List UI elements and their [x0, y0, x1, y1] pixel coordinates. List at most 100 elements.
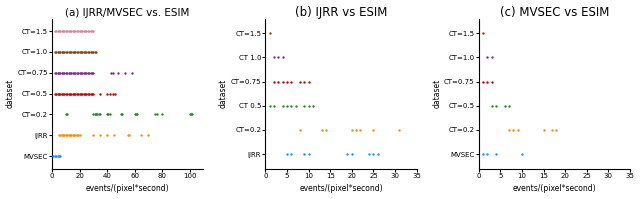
Point	[83, 92, 93, 95]
Point	[482, 56, 492, 59]
Point	[273, 56, 284, 59]
Point	[109, 134, 119, 137]
Point	[364, 153, 374, 156]
Point	[85, 29, 95, 33]
Point	[63, 71, 74, 74]
Point	[65, 50, 75, 54]
Point	[61, 50, 71, 54]
Point	[54, 29, 64, 33]
Point	[55, 29, 65, 33]
Point	[67, 92, 77, 95]
Point	[81, 92, 92, 95]
Point	[278, 56, 288, 59]
Point	[50, 155, 60, 158]
Point	[48, 155, 58, 158]
Point	[67, 50, 77, 54]
Point	[88, 71, 99, 74]
Point	[91, 113, 101, 116]
Point	[486, 80, 497, 83]
Point	[83, 50, 93, 54]
Point	[65, 92, 75, 95]
Point	[70, 50, 81, 54]
Point	[83, 71, 93, 74]
Title: (b) IJRR vs ESIM: (b) IJRR vs ESIM	[295, 6, 387, 19]
Point	[295, 128, 305, 132]
Point	[51, 155, 61, 158]
Point	[65, 134, 75, 137]
Title: (a) IJRR/MVSEC vs. ESIM: (a) IJRR/MVSEC vs. ESIM	[65, 8, 190, 18]
Point	[72, 92, 82, 95]
Point	[368, 153, 378, 156]
Point	[143, 134, 154, 137]
Point	[77, 50, 88, 54]
Point	[60, 29, 70, 33]
Point	[278, 104, 288, 107]
Point	[67, 134, 77, 137]
Point	[351, 128, 361, 132]
Point	[303, 104, 314, 107]
Point	[76, 71, 86, 74]
X-axis label: events/(pixel*second): events/(pixel*second)	[86, 184, 170, 193]
Point	[56, 50, 67, 54]
Point	[79, 92, 89, 95]
Point	[58, 29, 68, 33]
Title: (c) MVSEC vs ESIM: (c) MVSEC vs ESIM	[500, 6, 609, 19]
Point	[58, 134, 68, 137]
Point	[50, 29, 60, 33]
Point	[51, 29, 61, 33]
Point	[56, 29, 67, 33]
Point	[72, 50, 82, 54]
Point	[273, 80, 284, 83]
Point	[79, 71, 89, 74]
Point	[55, 134, 65, 137]
Point	[157, 113, 167, 116]
Point	[87, 50, 97, 54]
Point	[355, 128, 365, 132]
Point	[73, 134, 83, 137]
Point	[63, 50, 74, 54]
Point	[51, 71, 61, 74]
Point	[52, 50, 63, 54]
Point	[516, 153, 527, 156]
Point	[54, 155, 64, 158]
Point	[316, 128, 326, 132]
Point	[80, 71, 90, 74]
Point	[55, 155, 65, 158]
Point	[129, 113, 140, 116]
Point	[76, 29, 86, 33]
Point	[72, 29, 82, 33]
Point	[295, 80, 305, 83]
Point	[77, 71, 88, 74]
Point	[95, 134, 105, 137]
Point	[60, 71, 70, 74]
Point	[504, 128, 514, 132]
Point	[50, 50, 60, 54]
Point	[84, 92, 94, 95]
Point	[95, 92, 105, 95]
Point	[88, 29, 99, 33]
Point	[85, 71, 95, 74]
Point	[303, 80, 314, 83]
Point	[69, 134, 79, 137]
Point	[491, 104, 501, 107]
Point	[76, 50, 86, 54]
Point	[105, 92, 115, 95]
Point	[264, 31, 275, 35]
Point	[538, 128, 548, 132]
Point	[84, 71, 94, 74]
Point	[58, 92, 68, 95]
Point	[347, 128, 357, 132]
Point	[103, 113, 113, 116]
Point	[74, 134, 84, 137]
Point	[88, 50, 99, 54]
Point	[69, 92, 79, 95]
Y-axis label: dataset: dataset	[432, 79, 441, 108]
Point	[61, 92, 71, 95]
Point	[116, 113, 126, 116]
Point	[62, 92, 72, 95]
Point	[482, 153, 492, 156]
Point	[150, 113, 160, 116]
Point	[90, 50, 100, 54]
Point	[282, 153, 292, 156]
Point	[58, 71, 68, 74]
